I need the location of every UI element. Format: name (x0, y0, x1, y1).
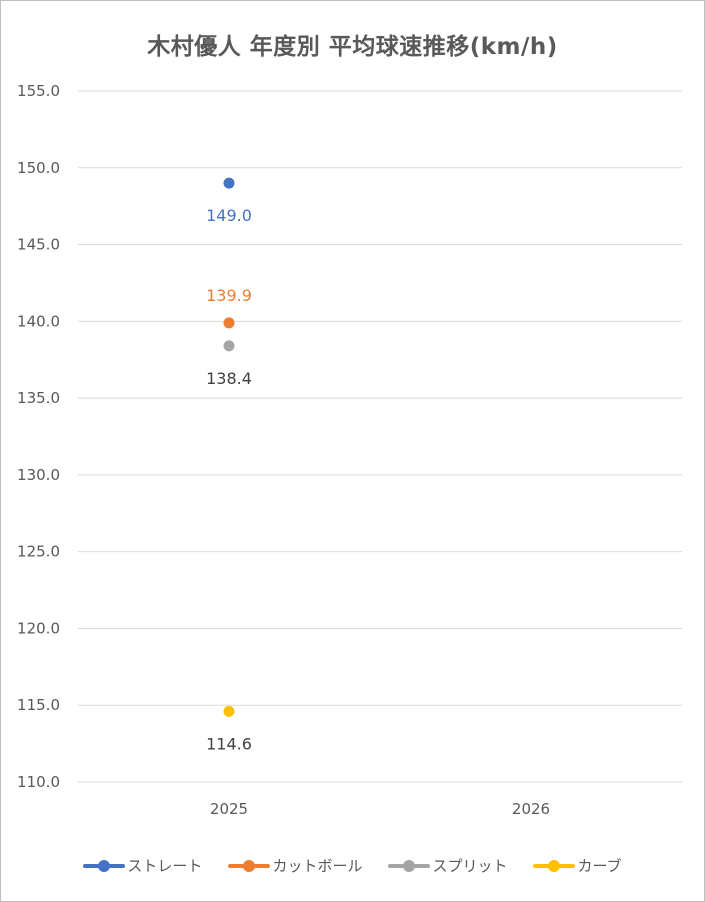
legend-marker-icon (388, 859, 431, 873)
y-tick-label: 140.0 (17, 312, 60, 330)
legend-item: スプリット (388, 855, 507, 876)
y-axis-ticks: 110.0 115.0 120.0 125.0 130.0 135.0 140.0 145.0… (17, 82, 60, 791)
y-tick-label: 110.0 (17, 773, 60, 791)
data-point (223, 705, 235, 717)
y-tick-label: 135.0 (17, 389, 60, 407)
y-tick-label: 120.0 (17, 619, 60, 637)
x-axis-ticks: 2025 2026 (210, 800, 550, 818)
data-point (223, 340, 235, 352)
x-tick-label: 2025 (210, 800, 248, 818)
legend: ストレート カットボール スプリット カーブ (0, 855, 705, 876)
legend-label: スプリット (432, 857, 508, 875)
legend-item: ストレート (83, 855, 202, 876)
legend-marker-icon (83, 859, 126, 873)
legend-label: カーブ (577, 857, 622, 875)
data-label: 138.4 (206, 369, 252, 388)
legend-marker-icon (533, 859, 576, 873)
y-tick-label: 145.0 (17, 236, 60, 254)
y-tick-label: 130.0 (17, 466, 60, 484)
y-tick-label: 125.0 (17, 543, 60, 561)
y-tick-label: 155.0 (17, 82, 60, 100)
gridlines (78, 90, 682, 783)
data-point (223, 317, 235, 329)
data-label: 114.6 (206, 734, 252, 753)
y-tick-label: 115.0 (17, 696, 60, 714)
data-label: 149.0 (206, 206, 252, 225)
data-labels: 149.0 139.9 138.4 114.6 (206, 206, 252, 753)
data-point (223, 177, 235, 189)
legend-item: カットボール (228, 855, 362, 876)
x-tick-label: 2026 (512, 800, 550, 818)
chart-title: 木村優人 年度別 平均球速推移(km/h) (147, 34, 558, 60)
legend-label: カットボール (272, 857, 363, 875)
legend-marker-icon (228, 859, 271, 873)
legend-label: ストレート (127, 857, 203, 875)
y-tick-label: 150.0 (17, 159, 60, 177)
data-label: 139.9 (206, 286, 252, 305)
legend-item: カーブ (533, 855, 622, 876)
data-points (223, 177, 235, 717)
